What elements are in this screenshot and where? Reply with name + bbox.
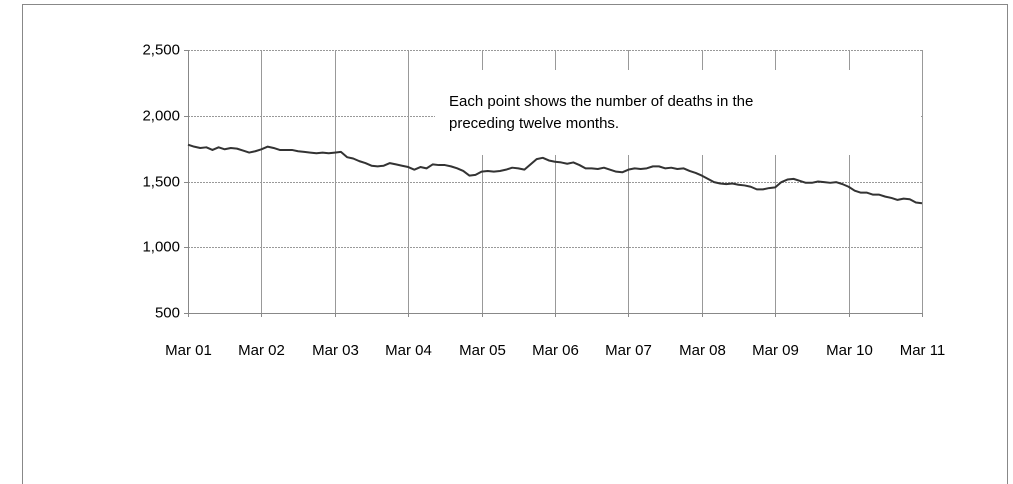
y-tick-label: 1,500: [142, 173, 180, 190]
y-tick-label: 2,000: [142, 107, 180, 124]
x-tick-label: Mar 11: [900, 342, 946, 359]
x-tick-label: Mar 04: [385, 342, 432, 359]
data-line: [187, 143, 923, 205]
annotation-box: [435, 70, 921, 155]
x-tick-label: Mar 05: [459, 342, 506, 359]
x-tick-label: Mar 01: [165, 342, 212, 359]
y-tick-label: 500: [155, 304, 180, 321]
annotation: preceding twelve months.: [449, 115, 619, 132]
y-tick-label: 2,500: [142, 41, 180, 58]
x-tick-label: Mar 07: [605, 342, 652, 359]
x-tick-label: Mar 09: [752, 342, 799, 359]
x-tick-label: Mar 10: [826, 342, 873, 359]
y-tick-label: 1,000: [142, 238, 180, 255]
x-tick-label: Mar 08: [679, 342, 726, 359]
x-tick-label: Mar 02: [238, 342, 285, 359]
x-tick-label: Mar 06: [532, 342, 579, 359]
annotation: Each point shows the number of deaths in…: [449, 93, 753, 110]
x-tick-label: Mar 03: [312, 342, 359, 359]
